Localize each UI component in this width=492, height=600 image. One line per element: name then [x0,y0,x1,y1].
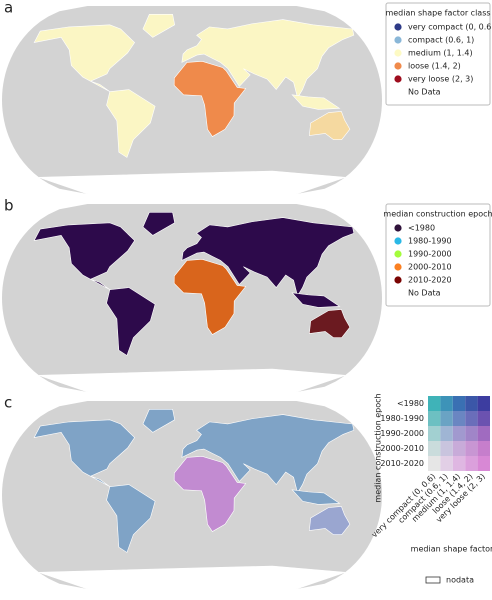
legend-cell [477,456,490,471]
land [142,409,176,433]
legend-marker [394,276,402,284]
row-label: 1980-1990 [380,414,424,423]
row-label: 1990-2000 [380,429,424,438]
land [38,170,346,195]
panel-label: a [4,0,13,17]
row-label: <1980 [397,399,424,408]
legend-label: No Data [408,88,441,97]
panel-label: c [4,394,12,412]
legend-label: No Data [408,289,441,298]
legend-marker [394,23,402,31]
land [142,212,176,236]
legend-marker [394,75,402,83]
land [291,292,341,308]
legend-cell [465,456,478,471]
legend-title: median construction epoch [383,210,492,219]
legend-marker [394,289,402,297]
legend-cell [440,456,453,471]
legend-cell [465,396,478,411]
land [106,287,156,356]
legend-cell [477,441,490,456]
legend-label: 1990-2000 [408,250,452,259]
legend-marker [394,263,402,271]
land [33,222,135,290]
legend-marker [394,36,402,44]
legend-label: 2010-2020 [408,276,452,285]
legend-marker [394,88,402,96]
land [106,484,156,553]
land [38,565,346,590]
legend-cell [452,411,466,426]
land [309,309,351,338]
legend-cell [440,411,453,426]
land [291,94,341,110]
legend-label: 2000-2010 [408,263,452,272]
land [173,259,247,335]
legend-cell [465,411,478,426]
row-label: 2010-2020 [380,459,424,468]
legend-cell [477,411,490,426]
legend-cell [440,396,453,411]
legend-label: 1980-1990 [408,237,452,246]
legend-cell [440,441,453,456]
land [181,414,355,494]
legend-cell [452,426,466,441]
land [33,24,135,92]
legend-marker [394,49,402,57]
legend-marker [394,224,402,232]
legend-label: very loose (2, 3) [408,75,473,84]
legend-cell [452,441,466,456]
legend-cell [465,426,478,441]
legend-label: compact (0.6, 1) [408,36,474,45]
legend-cell [428,441,441,456]
legend-marker [394,237,402,245]
x-title: median shape factor [411,545,492,554]
legend-label: medium (1, 1.4) [408,49,473,58]
legend-cell [452,396,466,411]
legend-label: loose (1.4, 2) [408,62,461,71]
land [38,368,346,393]
legend-label: <1980 [408,224,435,233]
nodata-swatch [425,576,441,584]
land [173,456,247,532]
land [291,489,341,505]
land [181,217,355,297]
legend-box [385,203,491,307]
legend-cell [428,456,441,471]
land [173,61,247,137]
legend-cell [428,426,441,441]
legend-label: very compact (0, 0.6) [408,23,492,32]
nodata-label: nodata [446,576,474,585]
row-label: 2000-2010 [380,444,424,453]
legend-cell [477,426,490,441]
land [33,419,135,487]
legend-cell [428,411,441,426]
panel-label: b [4,197,14,215]
legend-cell [440,426,453,441]
legend-marker [394,62,402,70]
legend-cell [477,396,490,411]
y-title: median construction epoch [374,393,383,502]
land [142,14,176,38]
legend-cell [465,441,478,456]
legend-cell [452,456,466,471]
legend-cell [428,396,441,411]
legend-title: median shape factor class [385,9,490,18]
land [309,111,351,140]
land [181,19,355,99]
legend-marker [394,250,402,258]
land [106,89,156,158]
legend-box [385,2,491,106]
land [309,506,351,535]
